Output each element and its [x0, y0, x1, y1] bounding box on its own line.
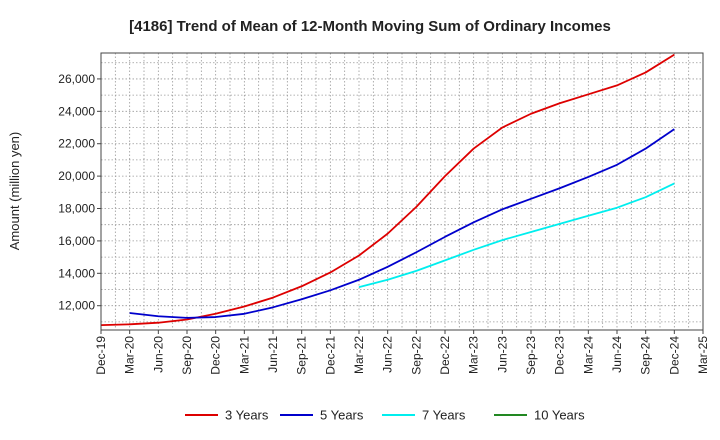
- legend: 3 Years 5 Years 7 Years 10 Years: [185, 408, 585, 423]
- series-line-5-years: [129, 128, 675, 319]
- x-tick-label: Jun-23: [495, 336, 509, 373]
- x-tick-label: Dec-19: [94, 336, 108, 375]
- y-tick-label: 16,000: [58, 234, 95, 248]
- y-tick-label: 26,000: [58, 72, 95, 86]
- x-tick-label: Sep-20: [180, 336, 194, 375]
- y-tick-labels: 12,000 14,000 16,000 18,000 20,000 22,000 24,0…: [58, 72, 101, 313]
- plot-frame: [100, 52, 704, 331]
- series-line-7-years: [358, 182, 675, 288]
- x-tick-label: Mar-22: [352, 336, 366, 374]
- series-lines: [100, 53, 675, 327]
- legend-label: 5 Years: [320, 408, 364, 423]
- x-tick-label: Mar-21: [237, 336, 251, 374]
- y-tick-label: 22,000: [58, 137, 95, 151]
- x-tick-label: Mar-20: [123, 336, 137, 374]
- chart-title: [4186] Trend of Mean of 12-Month Moving …: [129, 18, 611, 35]
- legend-label: 3 Years: [225, 408, 269, 423]
- y-tick-label: 18,000: [58, 202, 95, 216]
- x-tick-label: Dec-22: [438, 336, 452, 375]
- x-tick-label: Mar-23: [467, 336, 481, 374]
- x-tick-label: Mar-24: [581, 336, 595, 374]
- x-tick-label: Sep-23: [524, 336, 538, 375]
- x-tick-label: Sep-24: [639, 336, 653, 375]
- x-tick-label: Dec-24: [667, 336, 681, 375]
- y-axis-label: Amount (million yen): [7, 132, 22, 251]
- x-tick-label: Dec-21: [323, 336, 337, 375]
- x-tick-label: Sep-21: [295, 336, 309, 375]
- x-tick-label: Jun-22: [381, 336, 395, 373]
- x-tick-label: Dec-23: [553, 336, 567, 375]
- legend-item: 10 Years: [494, 408, 585, 423]
- y-tick-label: 12,000: [58, 299, 95, 313]
- legend-label: 10 Years: [534, 408, 585, 423]
- y-tick-label: 24,000: [58, 104, 95, 118]
- legend-item: 5 Years: [280, 408, 364, 423]
- x-tick-label: Jun-24: [610, 336, 624, 373]
- y-tick-label: 20,000: [58, 169, 95, 183]
- x-tick-label: Mar-25: [696, 336, 710, 374]
- x-tick-label: Sep-22: [409, 336, 423, 375]
- x-tick-labels: Dec-19 Mar-20 Jun-20 Sep-20 Dec-20 Mar-21 Jun-…: [94, 330, 710, 375]
- legend-item: 3 Years: [185, 408, 269, 423]
- legend-label: 7 Years: [422, 408, 466, 423]
- y-tick-label: 14,000: [58, 266, 95, 280]
- x-tick-label: Dec-20: [209, 336, 223, 375]
- grid-lines: [100, 53, 704, 330]
- legend-item: 7 Years: [382, 408, 466, 423]
- x-tick-label: Jun-21: [266, 336, 280, 373]
- x-tick-label: Jun-20: [151, 336, 165, 373]
